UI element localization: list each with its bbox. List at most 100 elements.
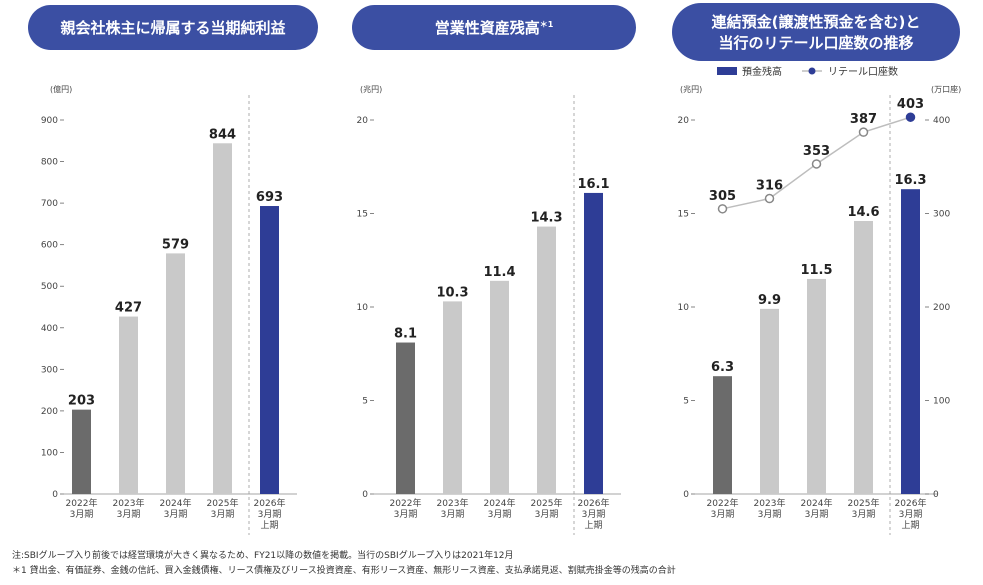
line-value-label: 316 [756, 179, 783, 194]
x-tick-label: 上期 [901, 520, 919, 531]
y-tick-label: 5 [362, 397, 368, 407]
y-tick-label: 700 [41, 199, 58, 209]
x-tick-label: 上期 [584, 520, 602, 531]
line-point [811, 159, 822, 169]
x-tick-label: 3月期 [70, 509, 94, 520]
x-tick-label: 3月期 [441, 509, 465, 520]
chart-title: 親会社株主に帰属する当期純利益 [60, 19, 285, 37]
bar-value-label: 14.6 [847, 205, 879, 220]
y-tick-label: 600 [41, 241, 58, 251]
x-tick-label: 3月期 [211, 509, 235, 520]
bar [72, 409, 91, 494]
x-tick-label: 3月期 [852, 509, 876, 520]
y-axis-unit: (兆円) [680, 84, 702, 94]
bar-value-label: 427 [115, 301, 142, 316]
x-tick-label: 3月期 [258, 509, 282, 520]
x-tick-label: 上期 [260, 520, 278, 531]
line-value-label: 353 [803, 144, 830, 159]
bar [713, 376, 732, 494]
x-tick-label: 2025年 [531, 497, 563, 509]
y-tick-label: 0 [52, 490, 58, 500]
bar [537, 226, 556, 494]
bar-value-label: 6.3 [711, 360, 734, 375]
bar [396, 342, 415, 494]
bar-value-label: 10.3 [436, 285, 468, 300]
y-tick-label: 10 [678, 303, 690, 313]
x-tick-label: 3月期 [758, 509, 782, 520]
chart-title-pill [28, 5, 318, 50]
x-tick-label: 2026年 [254, 497, 286, 509]
x-tick-label: 2022年 [707, 497, 739, 509]
bar-value-label: 8.1 [394, 327, 417, 342]
y-tick-label: 900 [41, 116, 58, 126]
bar-value-label: 11.5 [800, 263, 832, 278]
bar-value-label: 16.3 [894, 173, 926, 188]
line-point [717, 204, 728, 214]
footnote-2: ＊1 貸出金、有価証券、金銭の信託、買入金銭債権、リース債権及びリース投資資産、… [12, 566, 676, 576]
bar [854, 220, 873, 495]
bar [807, 278, 826, 494]
y-tick-label: 10 [357, 303, 369, 313]
y-tick-label: 15 [678, 210, 689, 220]
y-tick-label: 15 [357, 210, 368, 220]
x-tick-label: 2022年 [66, 497, 98, 509]
bar [443, 301, 462, 494]
line-value-label: 387 [850, 112, 877, 127]
y-tick-label: 300 [41, 365, 58, 375]
y-tick-label: 0 [362, 490, 368, 500]
chart-title: 営業性資産残高＊1 [435, 19, 554, 37]
bar [490, 280, 509, 494]
x-tick-label: 2025年 [848, 497, 880, 509]
legend-label: 預金残高 [742, 65, 782, 78]
line-point [858, 127, 869, 137]
y-tick-label: 5 [683, 397, 689, 407]
y-tick-label: 20 [678, 116, 690, 126]
y-right-tick-label: 200 [933, 303, 950, 313]
x-tick-label: 3月期 [711, 509, 735, 520]
line-point [905, 112, 916, 122]
y-tick-label: 20 [357, 116, 369, 126]
x-tick-label: 3月期 [488, 509, 512, 520]
line-value-label: 305 [709, 189, 736, 204]
chart-title: 当行のリテール口座数の推移 [718, 34, 913, 52]
bar [166, 253, 185, 494]
x-tick-label: 3月期 [117, 509, 141, 520]
legend-label: リテール口座数 [828, 65, 898, 78]
bar-value-label: 9.9 [758, 293, 781, 308]
x-tick-label: 2025年 [207, 497, 239, 509]
x-tick-label: 2023年 [437, 497, 469, 509]
x-tick-label: 2024年 [484, 497, 516, 509]
x-tick-label: 2026年 [578, 497, 610, 509]
y-tick-label: 800 [41, 158, 58, 168]
bar-value-label: 693 [256, 190, 283, 205]
y-tick-label: 0 [683, 490, 689, 500]
x-tick-label: 2022年 [390, 497, 422, 509]
y-right-tick-label: 100 [933, 397, 950, 407]
x-tick-label: 2023年 [113, 497, 145, 509]
y-right-tick-label: 400 [933, 116, 950, 126]
bar [119, 316, 138, 494]
line-value-label: 403 [897, 97, 924, 112]
bar [901, 189, 920, 494]
bar-value-label: 14.3 [530, 211, 562, 226]
x-tick-label: 3月期 [535, 509, 559, 520]
y-axis-right-unit: (万口座) [931, 84, 961, 94]
bar [260, 206, 279, 494]
y-tick-label: 100 [41, 448, 58, 458]
x-tick-label: 3月期 [394, 509, 418, 520]
y-tick-label: 200 [41, 407, 58, 417]
chart-title-pill [352, 5, 636, 50]
bar-value-label: 579 [162, 237, 189, 252]
bar-value-label: 11.4 [483, 265, 515, 280]
bar [760, 308, 779, 494]
chart-title-pill [672, 3, 960, 61]
y-axis-unit: (億円) [50, 84, 72, 94]
y-right-tick-label: 0 [933, 490, 939, 500]
bar [213, 143, 232, 494]
x-tick-label: 3月期 [899, 509, 923, 520]
y-tick-label: 500 [41, 282, 58, 292]
footnote-1: 注:SBIグループ入り前後では経営環境が大きく異なるため、FY21以降の数値を掲… [12, 551, 514, 561]
x-tick-label: 3月期 [582, 509, 606, 520]
